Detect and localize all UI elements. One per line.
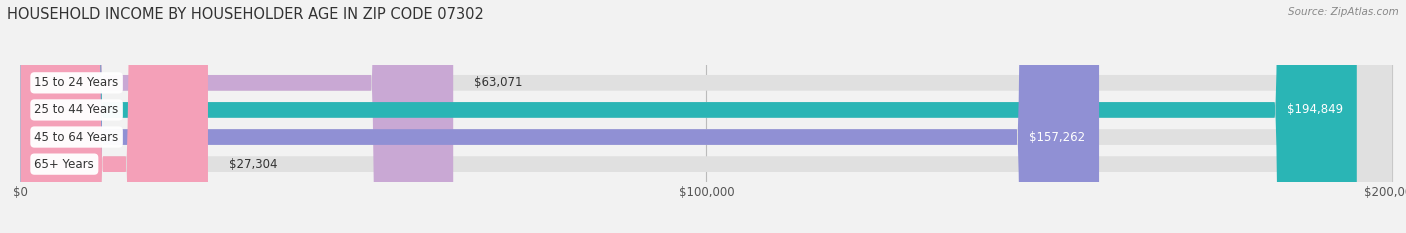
FancyBboxPatch shape [21, 0, 1392, 233]
Text: $63,071: $63,071 [474, 76, 522, 89]
Text: 65+ Years: 65+ Years [35, 158, 94, 171]
Text: 15 to 24 Years: 15 to 24 Years [35, 76, 118, 89]
FancyBboxPatch shape [21, 0, 1357, 233]
Text: 45 to 64 Years: 45 to 64 Years [35, 130, 118, 144]
Text: 25 to 44 Years: 25 to 44 Years [35, 103, 118, 116]
FancyBboxPatch shape [21, 0, 453, 233]
Text: HOUSEHOLD INCOME BY HOUSEHOLDER AGE IN ZIP CODE 07302: HOUSEHOLD INCOME BY HOUSEHOLDER AGE IN Z… [7, 7, 484, 22]
Text: $157,262: $157,262 [1029, 130, 1085, 144]
FancyBboxPatch shape [21, 0, 208, 233]
FancyBboxPatch shape [21, 0, 1392, 233]
FancyBboxPatch shape [21, 0, 1392, 233]
Text: $194,849: $194,849 [1286, 103, 1343, 116]
FancyBboxPatch shape [21, 0, 1099, 233]
Text: $27,304: $27,304 [229, 158, 277, 171]
FancyBboxPatch shape [21, 0, 1392, 233]
Text: Source: ZipAtlas.com: Source: ZipAtlas.com [1288, 7, 1399, 17]
